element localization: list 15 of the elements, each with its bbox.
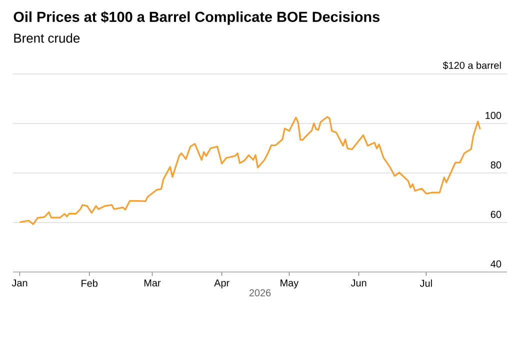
y-tick-label: 100 [486,112,502,119]
chart-title: Oil Prices at $100 a Barrel Complicate BOE Decisions [14,11,380,25]
x-axis-title: 2026 [249,289,271,296]
x-tick-label: Feb [82,280,98,287]
y-tick-label: 80 [490,161,502,168]
y-tick-label: $120 a barrel [442,61,501,70]
x-tick-label: Jan [12,280,28,286]
y-tick-label: 60 [490,210,502,218]
x-tick-label: Mar [144,280,161,286]
y-tick-label: 40 [490,260,502,268]
x-tick-label: Jun [350,280,366,286]
x-tick-label: Apr [214,280,230,288]
x-tick-label: Jul [420,280,432,287]
chart-subtitle: Brent crude [14,33,80,43]
x-tick-label: May [280,280,299,288]
